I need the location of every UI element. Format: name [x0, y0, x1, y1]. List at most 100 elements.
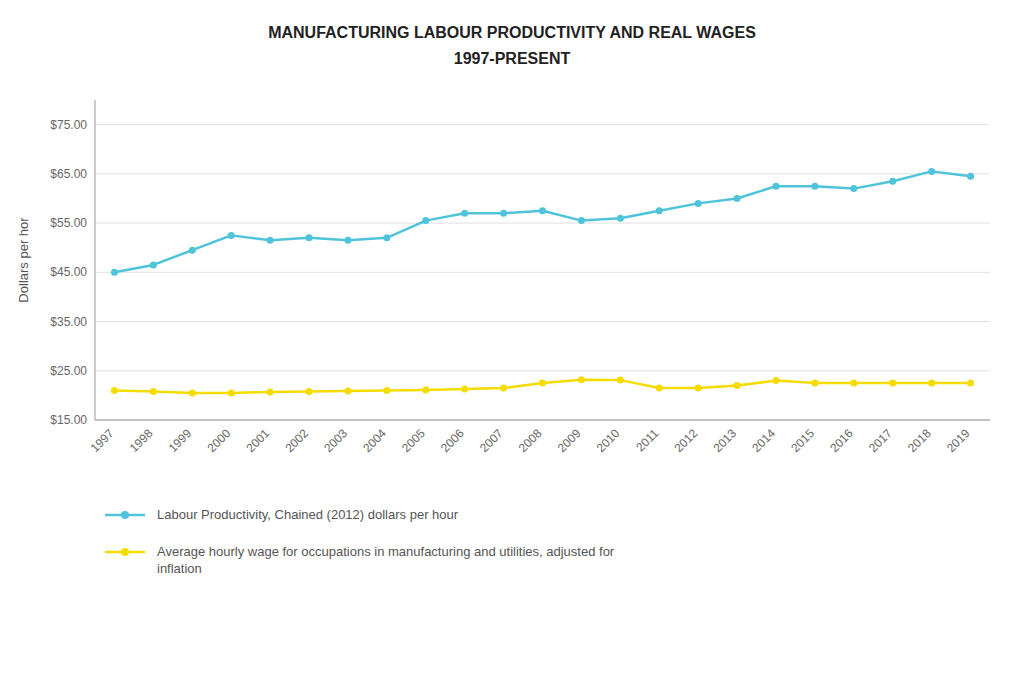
y-tick-label: $25.00	[50, 364, 87, 378]
series-marker	[967, 380, 974, 387]
x-tick-label: 2004	[360, 426, 389, 455]
legend-marker	[121, 548, 129, 556]
legend: Labour Productivity, Chained (2012) doll…	[105, 507, 615, 576]
legend-item: Average hourly wage for occupations in m…	[105, 544, 615, 576]
series-marker	[461, 210, 468, 217]
x-tick-label: 2008	[516, 426, 545, 455]
series-marker	[656, 207, 663, 214]
series-marker	[461, 385, 468, 392]
x-tick-label: 2018	[905, 426, 934, 455]
series-marker	[344, 387, 351, 394]
x-tick-label: 2003	[321, 426, 350, 455]
y-tick-label: $75.00	[50, 118, 87, 132]
y-axis: $15.00 $25.00 $35.00 $45.00 $55.00 $65.00 $75.…	[50, 100, 990, 427]
x-axis: 1997199819992000200120022003200420052006…	[88, 426, 973, 455]
series-marker	[772, 377, 779, 384]
series-marker	[850, 380, 857, 387]
series-marker	[811, 380, 818, 387]
series-marker	[811, 183, 818, 190]
x-tick-label: 2012	[671, 426, 700, 455]
grid-line	[95, 124, 990, 125]
series-marker	[500, 385, 507, 392]
subtitle: 1997-PRESENT	[454, 50, 571, 67]
chart-svg: MANUFACTURING LABOUR PRODUCTIVITY AND RE…	[0, 0, 1024, 694]
y-axis-line	[95, 100, 96, 420]
grid-line	[95, 223, 990, 224]
series-marker	[617, 377, 624, 384]
grid-line	[95, 321, 990, 322]
series-marker	[500, 210, 507, 217]
series-marker	[539, 380, 546, 387]
x-tick-label: 2016	[827, 426, 856, 455]
series-marker	[928, 168, 935, 175]
title: MANUFACTURING LABOUR PRODUCTIVITY AND RE…	[268, 24, 756, 41]
series-marker	[539, 207, 546, 214]
series-line	[114, 171, 970, 272]
x-tick-label: 2006	[438, 426, 467, 455]
x-tick-label: 2013	[710, 426, 739, 455]
series-marker	[344, 237, 351, 244]
grid-line	[95, 173, 990, 174]
y-tick-label: $65.00	[50, 167, 87, 181]
series-marker	[267, 237, 274, 244]
series-marker	[889, 380, 896, 387]
series-marker	[578, 376, 585, 383]
series-marker	[578, 217, 585, 224]
series-marker	[928, 380, 935, 387]
x-tick-label: 2019	[944, 426, 973, 455]
series-marker	[306, 234, 313, 241]
legend-label: Average hourly wage for occupations in m…	[157, 544, 615, 576]
series-marker	[228, 389, 235, 396]
series-marker	[734, 195, 741, 202]
legend-label-line: Average hourly wage for occupations in m…	[157, 544, 615, 559]
series-marker	[695, 385, 702, 392]
title-group: MANUFACTURING LABOUR PRODUCTIVITY AND RE…	[268, 24, 756, 67]
x-tick-label: 2017	[866, 426, 895, 455]
legend-label-line: Labour Productivity, Chained (2012) doll…	[157, 507, 459, 522]
series-marker	[967, 173, 974, 180]
x-tick-label: 1998	[127, 426, 156, 455]
legend-label-line: inflation	[157, 561, 202, 576]
series-marker	[111, 387, 118, 394]
series-marker	[150, 261, 157, 268]
y-tick-label: $15.00	[50, 413, 87, 427]
y-tick-label: $45.00	[50, 265, 87, 279]
series-marker	[383, 387, 390, 394]
x-tick-label: 2000	[205, 426, 234, 455]
series-marker	[850, 185, 857, 192]
x-tick-label: 2007	[477, 426, 506, 455]
series-marker	[695, 200, 702, 207]
x-tick-label: 2002	[282, 426, 311, 455]
series-line	[114, 380, 970, 393]
series-marker	[306, 388, 313, 395]
series-marker	[267, 388, 274, 395]
legend-item: Labour Productivity, Chained (2012) doll…	[105, 507, 459, 522]
series-marker	[150, 388, 157, 395]
series-marker	[617, 215, 624, 222]
x-tick-label: 2009	[555, 426, 584, 455]
y-grid	[95, 125, 990, 420]
grid-line	[95, 420, 990, 421]
series	[111, 376, 974, 396]
series-marker	[656, 385, 663, 392]
legend-marker	[121, 511, 129, 519]
series-marker	[734, 382, 741, 389]
x-tick-label: 2001	[243, 426, 272, 455]
chart-container: MANUFACTURING LABOUR PRODUCTIVITY AND RE…	[0, 0, 1024, 694]
series-marker	[422, 386, 429, 393]
y-axis-label: Dollars per hor	[16, 217, 31, 303]
grid-line	[95, 370, 990, 371]
x-tick-label: 2015	[788, 426, 817, 455]
x-tick-label: 2014	[749, 426, 778, 455]
series-marker	[189, 247, 196, 254]
x-axis-line	[95, 420, 990, 421]
x-tick-label: 1997	[88, 426, 117, 455]
series-marker	[383, 234, 390, 241]
series-marker	[228, 232, 235, 239]
series	[111, 168, 974, 276]
y-tick-label: $55.00	[50, 216, 87, 230]
x-tick-label: 2011	[633, 426, 661, 454]
x-tick-label: 2010	[594, 426, 623, 455]
series-marker	[889, 178, 896, 185]
y-tick-label: $35.00	[50, 315, 87, 329]
